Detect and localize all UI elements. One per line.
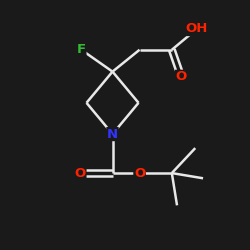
- Text: OH: OH: [186, 22, 208, 36]
- Text: O: O: [134, 166, 145, 179]
- Text: N: N: [107, 128, 118, 140]
- Text: F: F: [77, 43, 86, 56]
- Text: O: O: [75, 166, 86, 179]
- Text: O: O: [176, 70, 187, 83]
